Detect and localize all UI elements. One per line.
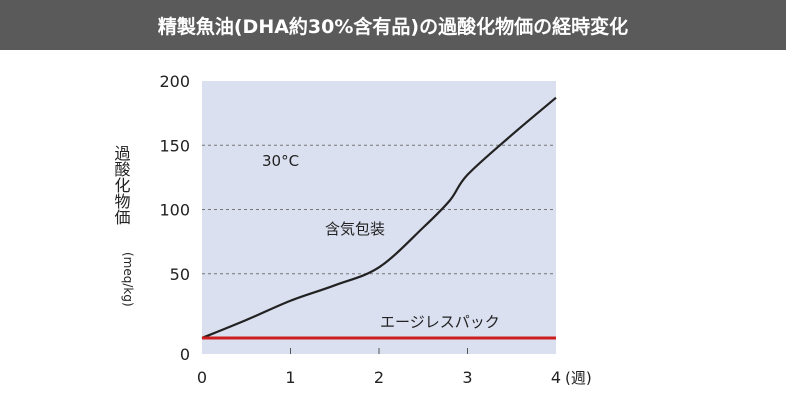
x-tick-label: 0 (197, 368, 207, 387)
plot-area (202, 81, 556, 354)
x-tick-label: 2 (374, 368, 384, 387)
x-tick-label: 1 (285, 368, 295, 387)
y-tick-label: 200 (159, 72, 190, 91)
annotation-temperature: 30°C (262, 152, 299, 170)
y-tick-label: 150 (159, 136, 190, 155)
y-tick-label: 100 (159, 201, 190, 220)
series-label-air: 含気包装 (325, 220, 385, 238)
x-axis-unit: (週) (565, 369, 592, 387)
x-tick-label: 4 (551, 368, 561, 387)
y-axis-label: 過酸化物価 (112, 145, 131, 225)
series-line-0 (201, 96, 557, 340)
series-label-ageless: エージレスパック (380, 313, 500, 331)
x-tick-label: 3 (462, 368, 472, 387)
y-tick-label: 50 (170, 265, 190, 284)
y-tick-label: 0 (180, 345, 190, 364)
y-axis-unit: (meq/kg) (121, 252, 135, 307)
chart-title: 精製魚油(DHA約30%含有品)の過酸化物価の経時変化 (0, 0, 786, 50)
